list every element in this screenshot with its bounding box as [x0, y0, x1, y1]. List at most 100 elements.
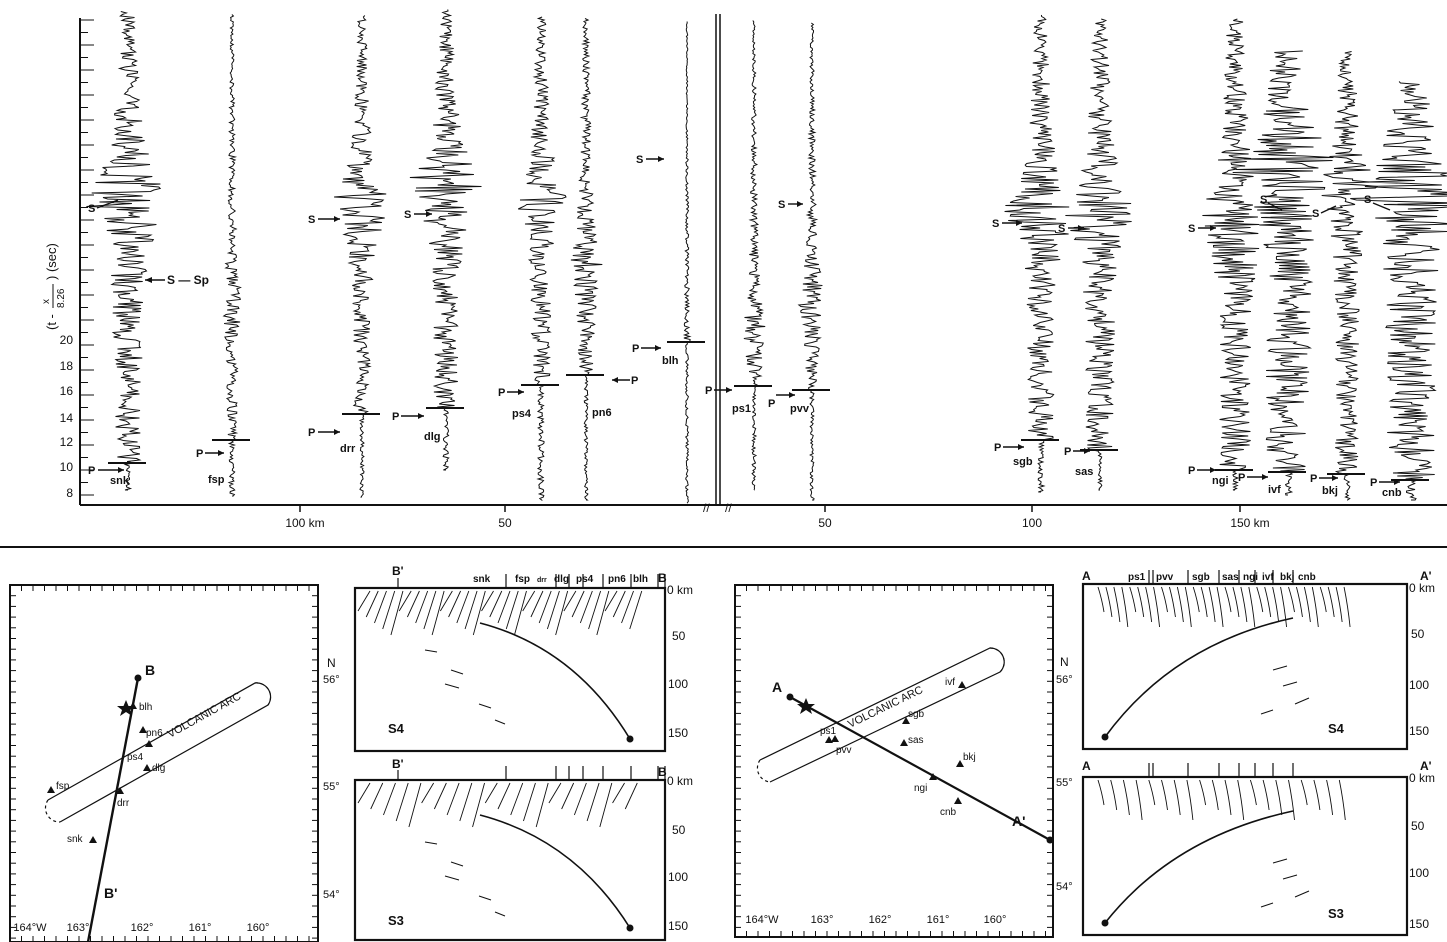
ray-arc [497, 782, 511, 810]
ray-segment [444, 875, 460, 881]
s-phase-label: S [404, 209, 411, 221]
depth-label: 150 [668, 726, 688, 740]
latitude-labels: N 56° 55° 54° [323, 656, 340, 901]
s-phase-label: S [308, 214, 315, 226]
ray-arc [579, 590, 593, 624]
north-label: N [1060, 655, 1069, 669]
longitude-label: 162° [131, 922, 154, 934]
section-left-label: A [1082, 569, 1091, 583]
station-label: ivf [945, 677, 955, 688]
section-frame-s3 [353, 778, 667, 942]
longitude-label: 164°W [745, 914, 779, 926]
s-phase-label: S [992, 218, 999, 230]
seismogram-trace [1065, 18, 1132, 491]
svg-text:x: x [41, 299, 52, 304]
ray-arc [1296, 586, 1303, 618]
ray-arc [1237, 779, 1245, 821]
ray-arc [481, 590, 494, 612]
latitude-labels: N 56° 55° 54° [1056, 655, 1073, 893]
seismogram-panel: 8 10 12 14 16 18 20 (t - x 8.26 ) (sec) … [41, 9, 1447, 530]
cross-section-b: B' B snk fsp drr dlg ps4 pn6 blh B' B 0 … [353, 564, 693, 942]
ray-arc [383, 782, 396, 816]
ray-arc [1122, 779, 1130, 816]
ray-arc [408, 782, 422, 828]
depth-label: 50 [1411, 819, 1425, 833]
ray-paths-s3 [1097, 779, 1346, 927]
section-right-label: B [658, 765, 667, 779]
ray-arc [604, 590, 618, 612]
y-axis-tick-labels: 8 10 12 14 16 18 20 [60, 333, 74, 500]
s-phase-label: S [636, 154, 643, 166]
p-phase-label: P [994, 442, 1001, 454]
latitude-label: 54° [323, 889, 340, 901]
ray-arc [522, 590, 536, 612]
depth-label: 150 [1409, 917, 1429, 931]
depth-labels: 0 km 50 100 150 0 km 50 100 150 [1409, 581, 1435, 931]
profile-end-label: B [145, 662, 155, 678]
y-tick-label: 18 [60, 359, 74, 373]
s-phase-label: S [88, 203, 95, 215]
ray-arc [586, 782, 600, 822]
station-label: fsp [515, 574, 530, 585]
ray-segment [1282, 874, 1298, 880]
panel-label-s3: S3 [1328, 906, 1344, 921]
ray-arc [555, 590, 569, 636]
ray-arc [621, 590, 634, 624]
ray-arc [1186, 779, 1194, 821]
station-label: ps4 [127, 752, 144, 763]
p-phase-label: P [768, 398, 775, 410]
ray-arc [1161, 779, 1168, 811]
station-label: ps4 [512, 408, 532, 420]
longitude-label: 162° [869, 914, 892, 926]
ray-arc [505, 590, 519, 630]
station-label: drr [340, 443, 356, 455]
slab-ray [1104, 617, 1294, 738]
map-left: VOLCANIC ARC B B' blh pn6 ps4 dlg drr fs… [9, 584, 340, 942]
seismogram-trace [1004, 14, 1070, 493]
break-mark: // [725, 501, 732, 515]
ray-arc [1135, 779, 1143, 821]
epicenter-star [117, 700, 135, 716]
depth-label: 0 km [667, 583, 693, 597]
station-label: ps1 [820, 726, 837, 737]
p-phase-label: P [392, 411, 399, 423]
ray-paths-s4 [1097, 586, 1351, 741]
ray-segment [1260, 709, 1274, 715]
ray-arc [624, 782, 638, 810]
depth-label: 0 km [1409, 581, 1435, 595]
seismogram-traces [86, 9, 1447, 504]
y-tick-label: 12 [60, 435, 74, 449]
y-tick-label: 10 [60, 460, 74, 474]
station-label: sgb [1192, 572, 1210, 583]
axis-break: // // [703, 14, 732, 515]
ray-segment [1294, 890, 1310, 898]
station-label: ngi [914, 783, 927, 794]
station-label: ps1 [1128, 572, 1146, 583]
ray-arc [415, 590, 429, 624]
station-label: cnb [1382, 487, 1402, 499]
north-label: N [327, 656, 336, 670]
ray-arc [1224, 779, 1232, 816]
panel-label-s3: S3 [388, 913, 404, 928]
ray-arc [535, 782, 549, 828]
section-frame-s3 [1081, 775, 1409, 937]
depth-label: 150 [1409, 724, 1429, 738]
ray-arc [484, 782, 498, 804]
station-label: blh [139, 702, 152, 713]
station-label: sas [1222, 572, 1239, 583]
ray-arc [390, 590, 404, 636]
ray-arc [1169, 586, 1176, 618]
section-frame-s4 [1081, 582, 1409, 751]
ray-arc [1224, 586, 1232, 613]
station-label: cnb [1298, 572, 1316, 583]
ray-segment [1260, 902, 1274, 908]
latitude-label: 55° [1056, 777, 1073, 789]
ray-arc [489, 590, 503, 618]
ray-arc [1335, 586, 1343, 623]
s-sp-label: S — Sp [167, 273, 209, 287]
ray-arc [1200, 586, 1208, 618]
y-axis-label: (t - x 8.26 ) (sec) [41, 243, 67, 330]
ray-segment [478, 703, 492, 709]
seismogram-trace [517, 16, 567, 501]
